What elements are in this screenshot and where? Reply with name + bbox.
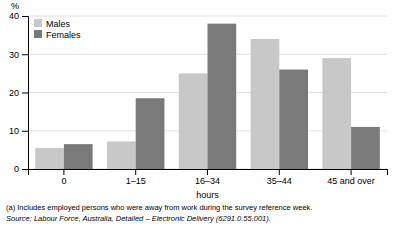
bar [351,127,380,169]
y-tick: 20 [9,88,28,98]
x-tick-label: 35–44 [267,176,292,186]
x-axis-title: hours [196,190,219,200]
x-tick-label: 0 [61,176,66,186]
bar [279,70,308,169]
legend-item: Males [34,19,71,29]
footnote: Source: Labour Force, Australia, Detaile… [6,214,271,223]
x-tick: 16–34 [195,169,220,186]
bar-series [64,24,380,169]
x-tick-mark [135,169,136,175]
y-tick: 0 [14,164,28,174]
y-axis-line [22,17,29,170]
bar [107,141,136,169]
y-tick-label: 0 [14,164,19,174]
bar [251,39,280,169]
bar [136,98,165,169]
grid [28,16,387,169]
x-tick: 45 and over [327,169,375,186]
x-tick-mark [63,169,64,175]
x-tick-mark [207,169,208,175]
y-tick-label: 10 [9,126,19,136]
y-tick: 40 [9,11,28,21]
y-axis: 0 10 20 30 40 [9,11,29,174]
y-tick: 10 [9,126,28,136]
legend-label: Females [46,30,81,40]
grid-line [28,16,387,17]
bar [208,24,237,169]
legend-label: Males [46,19,71,29]
y-tick-mark [22,131,28,132]
x-tick: 0 [61,169,66,186]
y-tick-mark [22,54,28,55]
x-axis-line [29,170,388,176]
x-tick-label: 45 and over [327,176,375,186]
plot: 0 1–15 16–34 35–44 45 and over 0 10 20 30 40 Males… [9,11,388,186]
x-tick-mark [279,169,280,175]
y-tick-mark [22,16,28,17]
y-tick-mark [22,93,28,94]
chart: 0 1–15 16–34 35–44 45 and over 0 10 20 30 40 Males… [0,0,397,227]
y-axis-title: % [11,1,19,11]
bars [35,24,380,169]
y-tick-label: 40 [9,11,19,21]
legend-swatch [34,30,42,38]
bar [35,148,64,169]
x-tick: 35–44 [267,169,292,186]
bar [179,73,208,169]
x-tick: 1–15 [126,169,146,186]
x-tick-mark [351,169,352,175]
legend-item: Females [34,30,81,40]
y-tick-label: 30 [9,50,19,60]
x-axis: 0 1–15 16–34 35–44 45 and over [29,169,388,186]
bar [322,58,351,169]
footnote: (a) Includes employed persons who were a… [6,203,312,212]
legend: MalesFemales [34,19,81,40]
x-tick-label: 1–15 [126,176,146,186]
bar [64,144,93,169]
bar-series [35,39,351,169]
y-tick: 30 [9,50,28,60]
y-tick-mark [22,169,28,170]
y-tick-label: 20 [9,88,19,98]
legend-swatch [34,19,42,27]
x-tick-label: 16–34 [195,176,220,186]
